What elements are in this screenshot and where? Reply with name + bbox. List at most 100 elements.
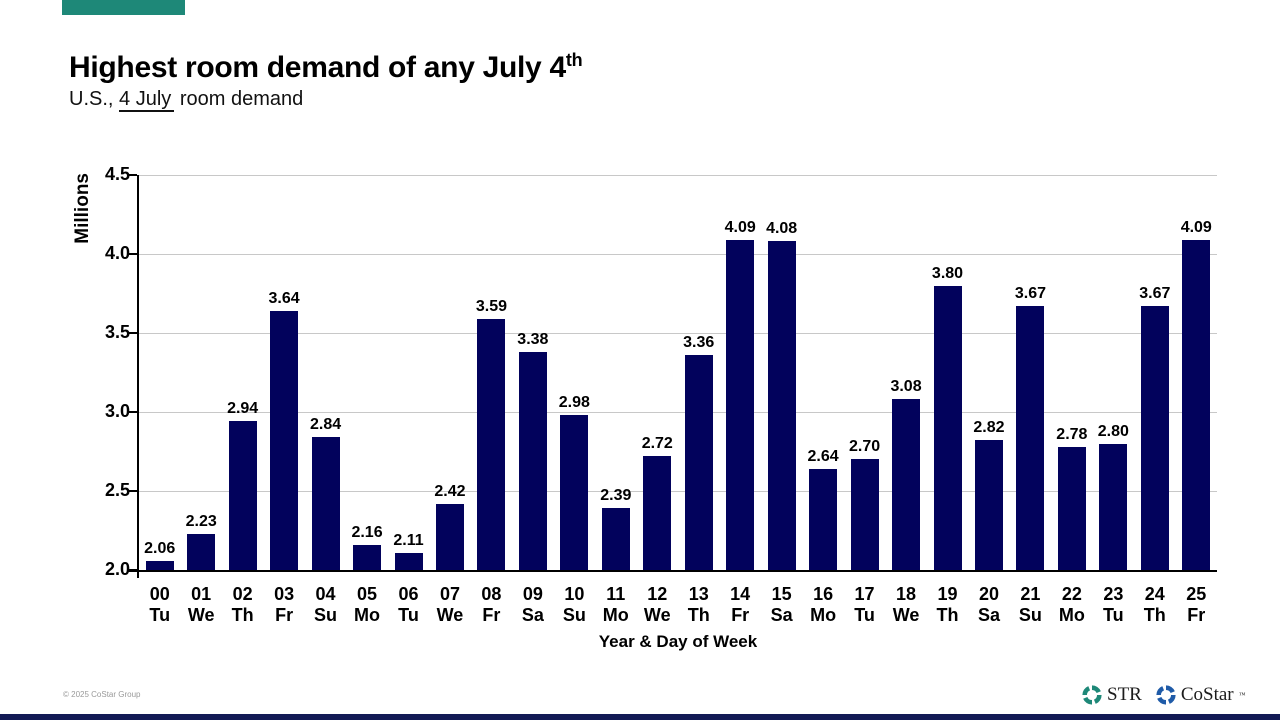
subtitle-prefix: U.S., bbox=[69, 88, 120, 110]
bar-value-label: 2.78 bbox=[1056, 425, 1088, 443]
bar bbox=[974, 440, 1003, 570]
bar bbox=[684, 355, 713, 570]
bar-value-label: 3.38 bbox=[517, 330, 549, 348]
x-tick-label: 23 Tu bbox=[1091, 584, 1135, 626]
x-tick-dow: Tu bbox=[149, 605, 171, 625]
x-tick-dow: Mo bbox=[810, 605, 837, 625]
costar-logo: CoStar ™ bbox=[1156, 684, 1246, 706]
x-tick-dow: Tu bbox=[1103, 605, 1124, 625]
bar-value-label: 2.70 bbox=[848, 438, 881, 456]
bar-value-label: 3.67 bbox=[1014, 285, 1046, 303]
x-tick-label: 02 Th bbox=[221, 584, 265, 626]
x-tick-label: 12 We bbox=[635, 584, 679, 626]
x-tick-year: 23 bbox=[1103, 584, 1124, 604]
bar bbox=[477, 318, 506, 570]
gridline bbox=[139, 412, 1217, 413]
bar-value-label: 2.23 bbox=[185, 512, 217, 530]
x-tick-label: 03 Fr bbox=[262, 584, 306, 626]
bar-value-label: 2.80 bbox=[1097, 422, 1129, 440]
x-tick-dow: Su bbox=[314, 605, 338, 625]
bar bbox=[850, 459, 879, 570]
x-tick-dow: Th bbox=[1143, 605, 1166, 625]
x-tick-dow: Su bbox=[1018, 605, 1042, 625]
bar bbox=[1140, 306, 1169, 570]
x-tick-label: 13 Th bbox=[677, 584, 721, 626]
x-tick-dow: We bbox=[892, 605, 920, 625]
x-tick-dow: Fr bbox=[731, 605, 750, 625]
x-tick-label: 00 Tu bbox=[138, 584, 182, 626]
y-tick-mark bbox=[128, 411, 137, 413]
x-tick-year: 07 bbox=[439, 584, 460, 604]
x-tick-year: 03 bbox=[274, 584, 295, 604]
y-tick-label: 3.5 bbox=[104, 322, 130, 342]
bar-value-label: 2.16 bbox=[351, 523, 383, 541]
y-tick-label: 3.0 bbox=[104, 401, 130, 421]
bar-value-label: 2.72 bbox=[641, 435, 673, 453]
str-logo-text: STR bbox=[1107, 684, 1142, 705]
bar bbox=[435, 503, 464, 570]
x-tick-dow: Th bbox=[687, 605, 710, 625]
x-tick-label: 19 Th bbox=[926, 584, 970, 626]
bar-value-label: 2.11 bbox=[393, 531, 424, 549]
x-tick-label: 05 Mo bbox=[345, 584, 389, 626]
y-tick-mark bbox=[128, 253, 137, 255]
x-tick-dow: Mo bbox=[1058, 605, 1085, 625]
bar bbox=[228, 421, 257, 570]
bar-value-label: 2.84 bbox=[309, 416, 342, 434]
bar-value-label: 4.09 bbox=[1180, 218, 1212, 236]
x-tick-dow: Sa bbox=[977, 605, 1000, 625]
bar-value-label: 2.94 bbox=[227, 400, 259, 418]
x-axis-overhang bbox=[128, 570, 137, 572]
x-tick-dow: Tu bbox=[398, 605, 419, 625]
x-tick-label: 10 Su bbox=[552, 584, 596, 626]
bar-value-label: 3.64 bbox=[268, 289, 300, 307]
x-tick-year: 04 bbox=[315, 584, 336, 604]
bar-value-label: 3.08 bbox=[890, 378, 922, 396]
x-tick-dow: We bbox=[643, 605, 671, 625]
x-tick-label: 08 Fr bbox=[469, 584, 513, 626]
bar bbox=[726, 239, 755, 570]
x-axis-labels: 00 Tu 01 We 02 Th 03 Fr 04 Su 05 Mo 06 Tu 07 We 08 Fr 09 Sa… bbox=[139, 584, 1217, 628]
page-title: Highest room demand of any July 4th bbox=[69, 50, 583, 85]
x-tick-year: 24 bbox=[1144, 584, 1165, 604]
x-tick-dow: Fr bbox=[1187, 605, 1206, 625]
subtitle-underlined: 4 July bbox=[119, 88, 175, 112]
bar bbox=[1016, 306, 1045, 570]
bar bbox=[1057, 446, 1086, 570]
costar-logo-text: CoStar bbox=[1180, 684, 1234, 705]
copyright-text: © 2025 CoStar Group bbox=[63, 690, 141, 699]
x-tick-label: 14 Fr bbox=[718, 584, 762, 626]
plot-area: 2.06 2.23 2.94 3.64 2.84 2.16 2.11 2.42 3.59 3.38… bbox=[137, 175, 1217, 572]
x-tick-year: 19 bbox=[937, 584, 958, 604]
footer-bar bbox=[0, 714, 1280, 720]
y-axis-ticks bbox=[128, 174, 137, 572]
bar bbox=[1182, 239, 1211, 570]
x-tick-year: 13 bbox=[688, 584, 709, 604]
x-tick-year: 25 bbox=[1186, 584, 1207, 604]
bar bbox=[311, 437, 340, 570]
y-tick-mark bbox=[128, 490, 137, 492]
x-tick-year: 06 bbox=[398, 584, 419, 604]
bar bbox=[353, 544, 382, 570]
bar-value-label: 2.98 bbox=[558, 394, 590, 412]
gridline bbox=[139, 491, 1217, 492]
bar bbox=[601, 508, 630, 570]
x-tick-dow: We bbox=[187, 605, 215, 625]
bar-value-label: 3.67 bbox=[1139, 285, 1171, 303]
x-tick-label: 06 Tu bbox=[387, 584, 431, 626]
x-tick-dow: Tu bbox=[854, 605, 875, 625]
bar bbox=[767, 241, 796, 570]
x-tick-dow: We bbox=[436, 605, 464, 625]
x-tick-label: 17 Tu bbox=[843, 584, 887, 626]
gridline bbox=[139, 254, 1217, 255]
x-axis-title: Year & Day of Week bbox=[598, 632, 758, 651]
x-tick-label: 21 Su bbox=[1008, 584, 1052, 626]
bar bbox=[1099, 443, 1128, 570]
x-tick-dow: Th bbox=[936, 605, 959, 625]
page-title-text: Highest room demand of any July 4 bbox=[69, 51, 566, 84]
x-tick-label: 22 Mo bbox=[1050, 584, 1094, 626]
x-tick-dow: Mo bbox=[354, 605, 381, 625]
x-tick-year: 15 bbox=[771, 584, 792, 604]
bar bbox=[560, 415, 589, 570]
x-tick-year: 09 bbox=[522, 584, 543, 604]
